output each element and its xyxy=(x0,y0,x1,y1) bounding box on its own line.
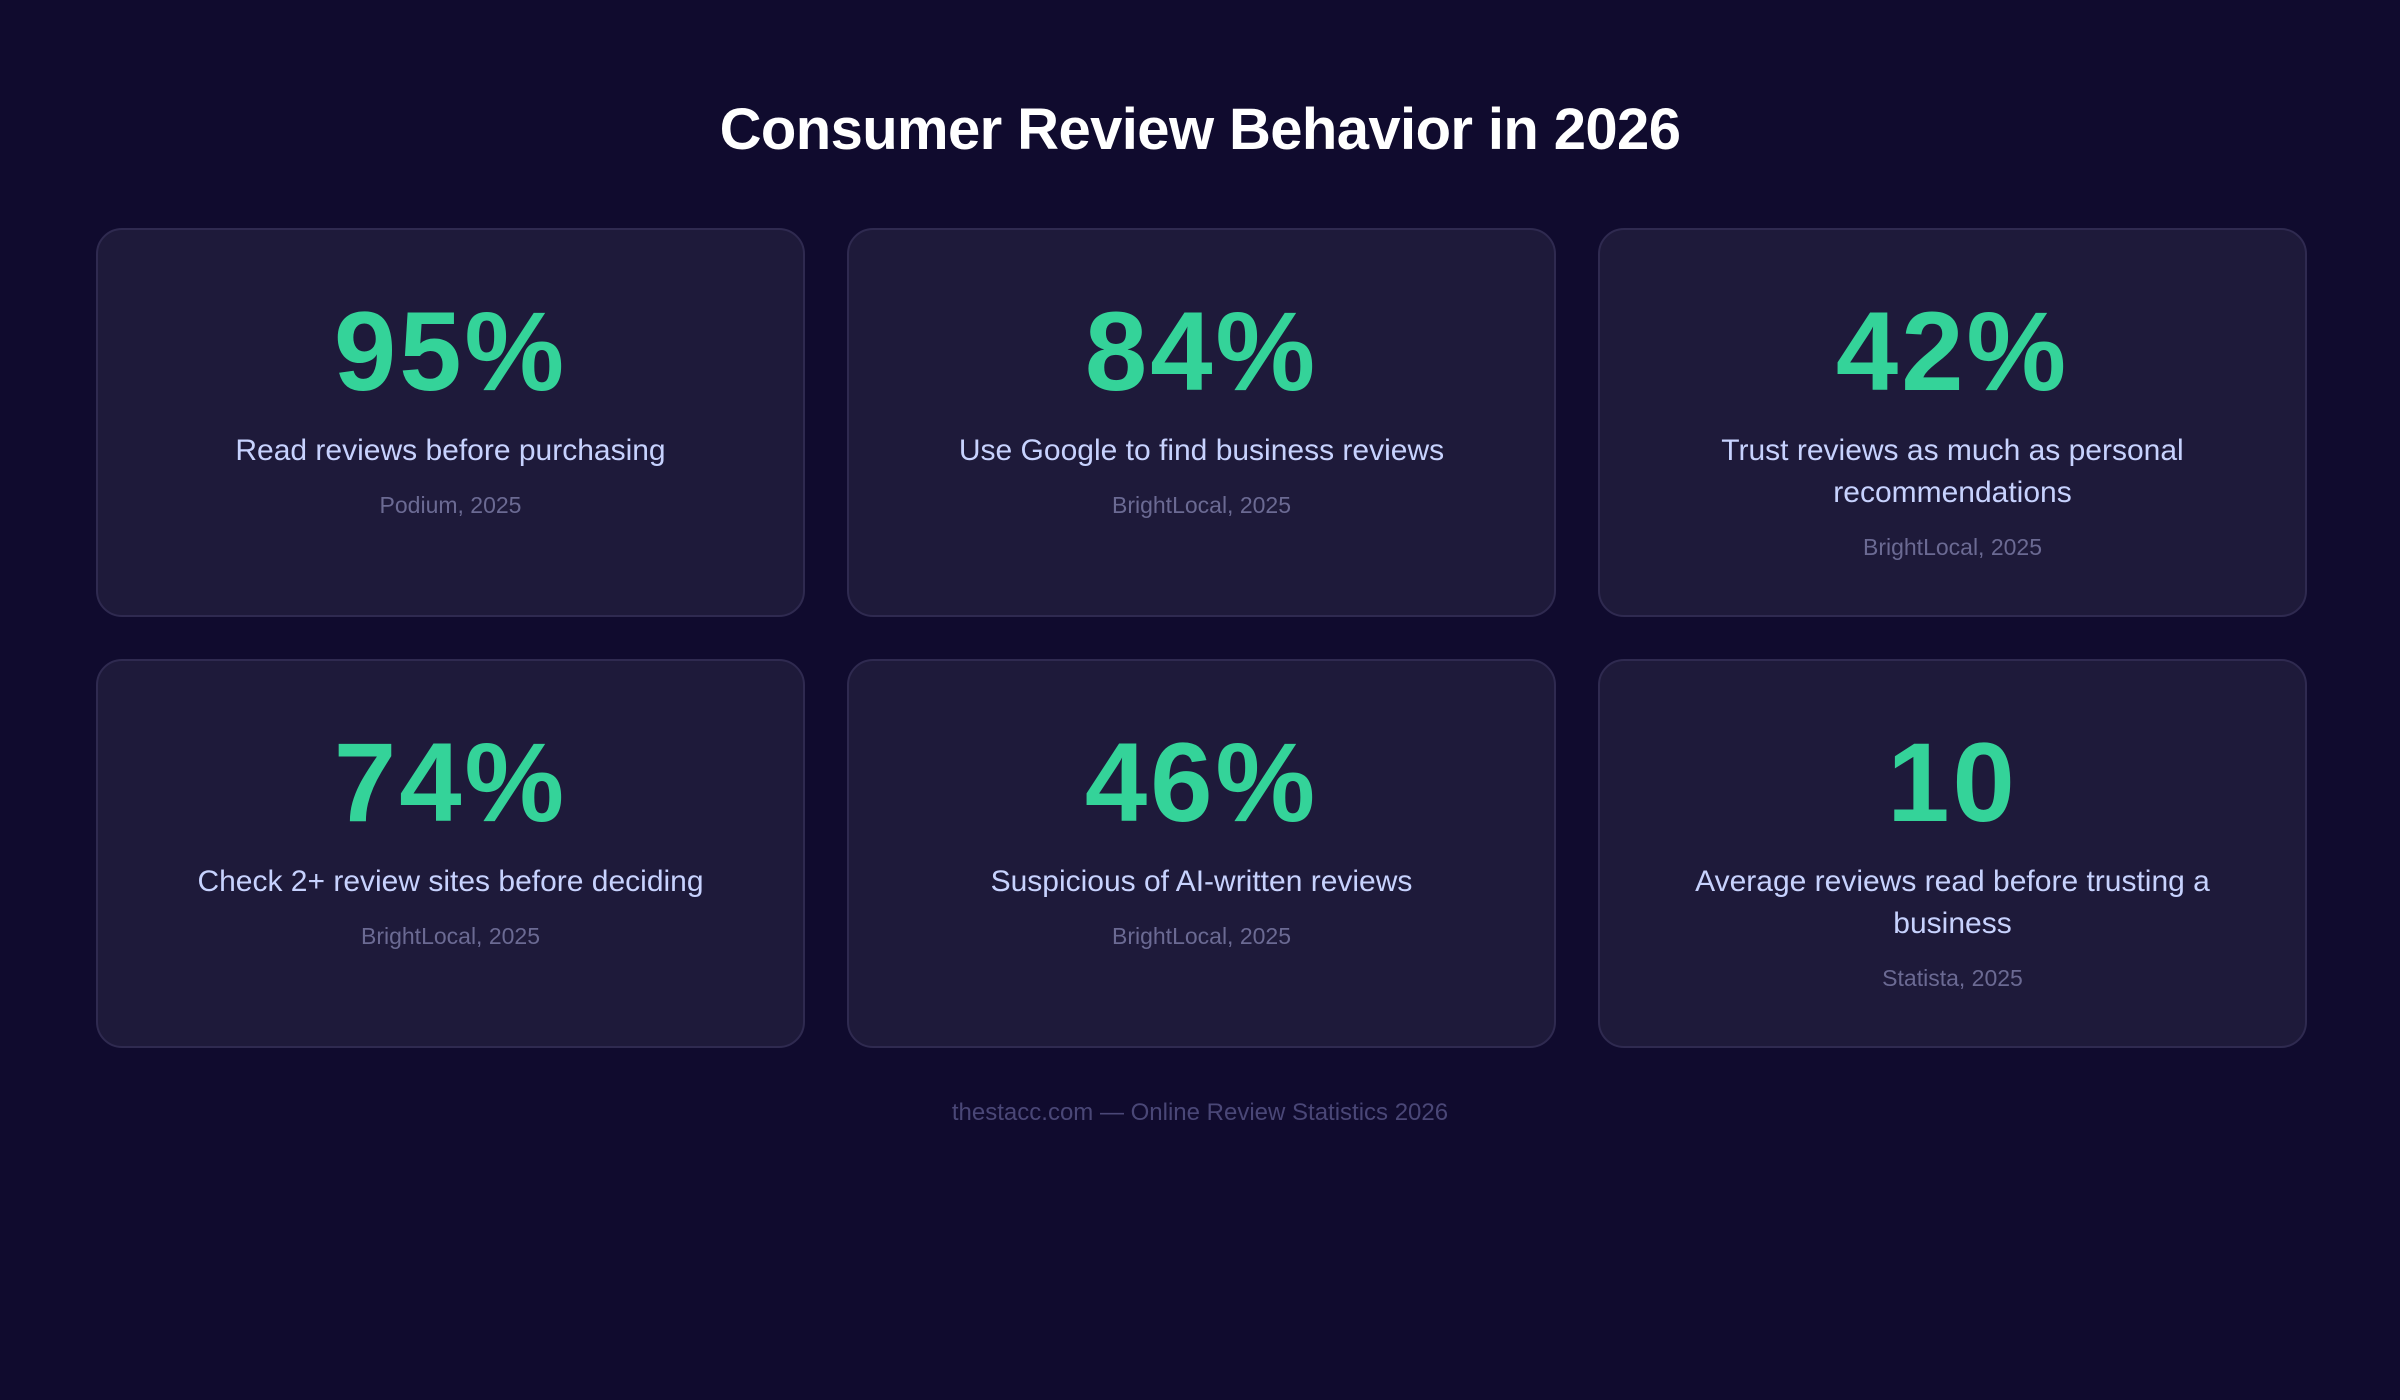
stat-label: Average reviews read before trusting a b… xyxy=(1695,865,2210,940)
stat-value: 42% xyxy=(1835,289,2070,414)
footer-credit: thestacc.com — Online Review Statistics … xyxy=(951,1099,1449,1126)
stat-label: Check 2+ review sites before deciding xyxy=(197,865,704,898)
stats-grid: 95% Read reviews before purchasing Podiu… xyxy=(96,228,2307,1048)
stat-source: Statista, 2025 xyxy=(1882,965,2023,991)
stat-source: Podium, 2025 xyxy=(379,492,522,518)
stat-value: 10 xyxy=(1887,720,2018,845)
stat-value: 46% xyxy=(1084,720,1319,845)
page-title: Consumer Review Behavior in 2026 xyxy=(719,97,1681,162)
stat-source: BrightLocal, 2025 xyxy=(1111,492,1291,518)
stat-card-ai-suspicion: 46% Suspicious of AI-written reviews Bri… xyxy=(847,659,1556,1048)
stat-label: Use Google to find business reviews xyxy=(958,434,1445,467)
stat-card-average-reviews: 10 Average reviews read before trusting … xyxy=(1598,659,2307,1048)
stat-source: BrightLocal, 2025 xyxy=(1862,534,2042,560)
stat-value: 95% xyxy=(333,289,568,414)
stat-value: 74% xyxy=(333,720,568,845)
stat-label: Suspicious of AI-written reviews xyxy=(990,865,1413,898)
stat-card-trust-reviews: 42% Trust reviews as much as personal re… xyxy=(1598,228,2307,617)
stat-card-read-reviews: 95% Read reviews before purchasing Podiu… xyxy=(96,228,805,617)
stat-label: Read reviews before purchasing xyxy=(235,434,666,467)
stat-card-google-reviews: 84% Use Google to find business reviews … xyxy=(847,228,1556,617)
stat-source: BrightLocal, 2025 xyxy=(360,923,540,949)
stat-source: BrightLocal, 2025 xyxy=(1111,923,1291,949)
stat-card-multiple-sites: 74% Check 2+ review sites before decidin… xyxy=(96,659,805,1048)
stat-value: 84% xyxy=(1084,289,1319,414)
stat-label: Trust reviews as much as personal recomm… xyxy=(1721,434,2184,509)
